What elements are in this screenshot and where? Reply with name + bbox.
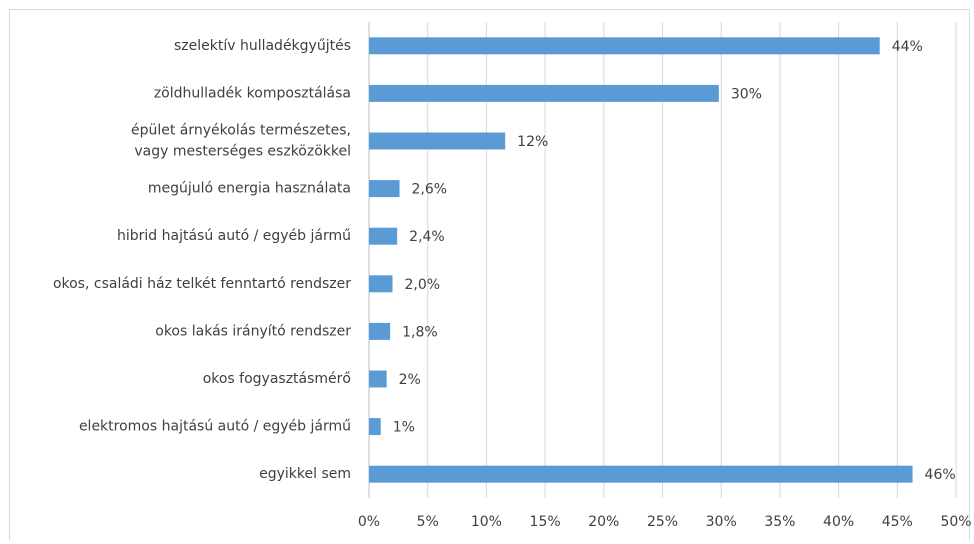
bar bbox=[369, 465, 913, 483]
x-tick-label: 50% bbox=[940, 514, 971, 530]
data-label: 1,8% bbox=[402, 324, 438, 340]
bar bbox=[369, 275, 393, 293]
y-tick-label: zöldhulladék komposztálása bbox=[154, 85, 351, 101]
data-label: 46% bbox=[925, 467, 956, 483]
data-label: 30% bbox=[731, 86, 762, 102]
data-label: 44% bbox=[892, 39, 923, 55]
data-label: 2,6% bbox=[412, 182, 448, 198]
x-tick-label: 15% bbox=[530, 514, 561, 530]
data-label: 1% bbox=[393, 420, 415, 436]
x-tick-label: 30% bbox=[706, 514, 737, 530]
bar bbox=[369, 37, 880, 55]
bar bbox=[369, 180, 400, 198]
data-label: 2,0% bbox=[404, 277, 440, 293]
chart-border bbox=[9, 9, 970, 544]
x-tick-label: 40% bbox=[823, 514, 854, 530]
y-tick-label: okos, családi ház telkét fenntartó rends… bbox=[53, 276, 351, 292]
x-tick-label: 35% bbox=[764, 514, 795, 530]
bar bbox=[369, 227, 398, 245]
data-label: 2% bbox=[399, 372, 421, 388]
x-tick-label: 25% bbox=[647, 514, 678, 530]
data-label: 2,4% bbox=[409, 229, 445, 245]
y-tick-label: elektromos hajtású autó / egyéb jármű bbox=[79, 419, 351, 435]
x-tick-label: 0% bbox=[358, 514, 380, 530]
bar bbox=[369, 322, 391, 340]
y-tick-label: okos fogyasztásmérő bbox=[203, 371, 351, 387]
bar bbox=[369, 132, 506, 150]
y-tick-label: egyikkel sem bbox=[259, 466, 351, 482]
y-tick-label: szelektív hulladékgyűjtés bbox=[174, 38, 351, 54]
y-tick-label: okos lakás irányító rendszer bbox=[155, 323, 351, 339]
bar bbox=[369, 418, 381, 436]
y-tick-label: épület árnyékolás természetes, vagy meste… bbox=[131, 123, 351, 160]
x-tick-label: 45% bbox=[882, 514, 913, 530]
x-tick-label: 10% bbox=[471, 514, 502, 530]
x-tick-label: 20% bbox=[588, 514, 619, 530]
bar bbox=[369, 84, 719, 102]
bar bbox=[369, 370, 387, 388]
y-tick-label: hibrid hajtású autó / egyéb jármű bbox=[117, 228, 351, 244]
data-label: 12% bbox=[517, 134, 548, 150]
y-tick-label: megújuló energia használata bbox=[148, 181, 351, 197]
x-tick-label: 5% bbox=[417, 514, 439, 530]
